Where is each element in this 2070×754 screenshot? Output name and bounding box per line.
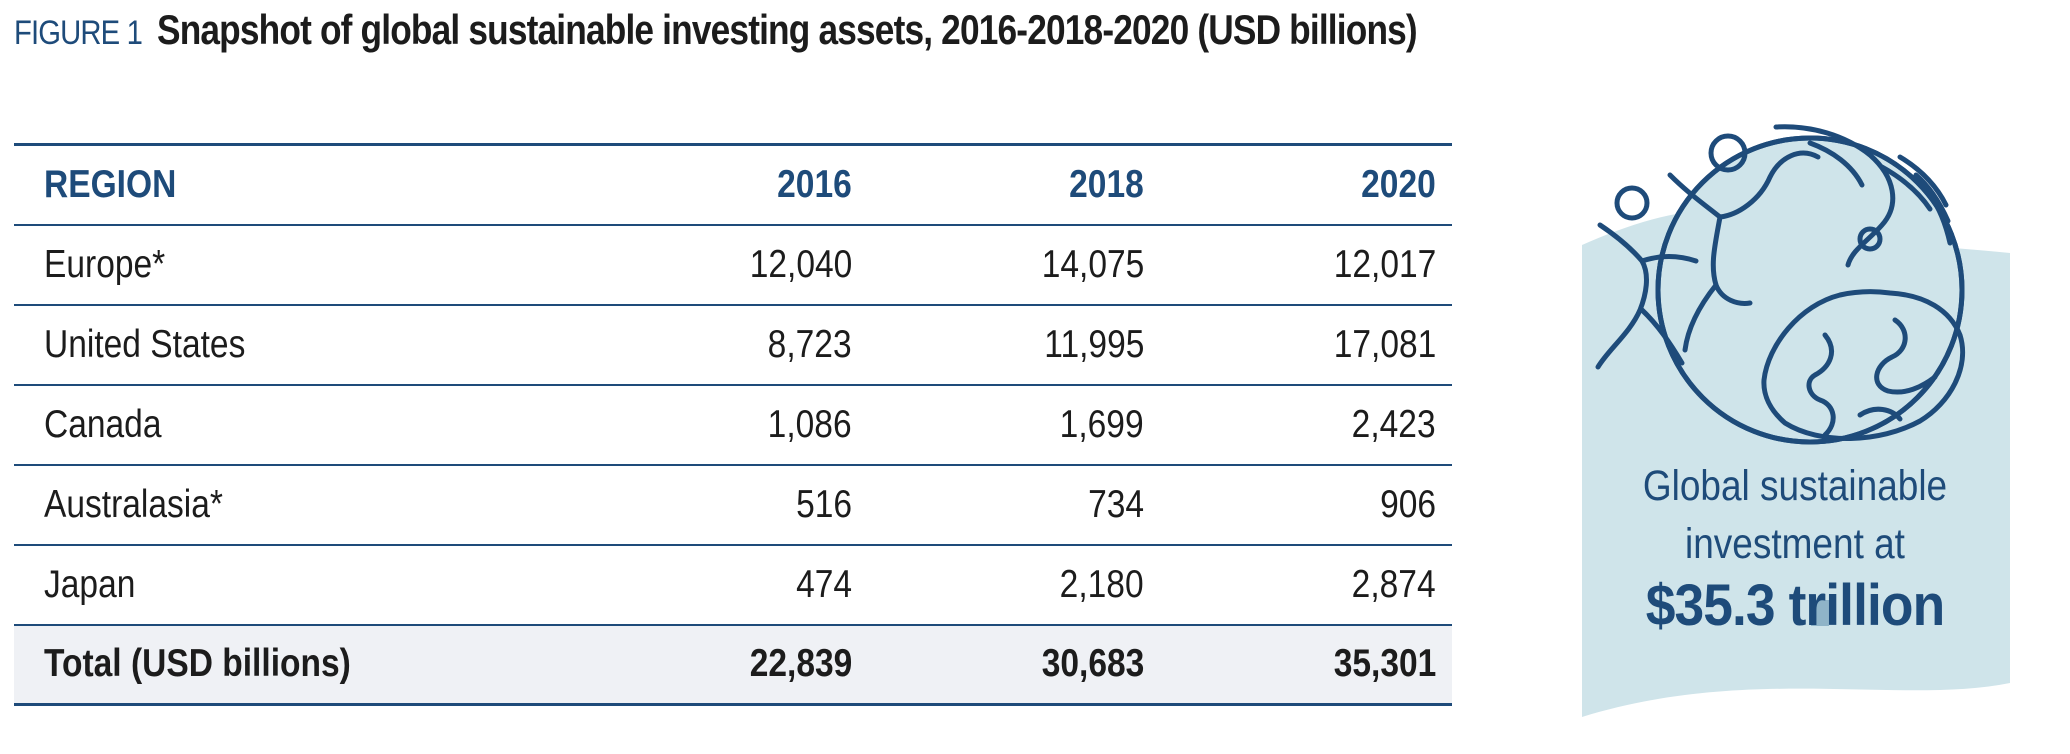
value-cell: 2,423 — [1160, 384, 1452, 466]
total-value-cell: 35,301 — [1160, 624, 1452, 706]
investment-callout: Global sustainable investment at $35.3 t… — [1570, 105, 2020, 725]
value-cell: 11,995 — [868, 304, 1160, 386]
callout-text: Global sustainable investment at $35.3 t… — [1570, 457, 2020, 639]
total-value-cell: 22,839 — [574, 624, 868, 706]
value-cell: 1,086 — [574, 384, 868, 466]
callout-line-2: investment at — [1685, 520, 1905, 568]
callout-graphic — [1582, 124, 2010, 717]
column-header-region: REGION — [14, 143, 574, 226]
value-cell: 12,017 — [1160, 224, 1452, 306]
table-row: Japan 474 2,180 2,874 — [14, 544, 1452, 626]
value-cell: 906 — [1160, 464, 1452, 546]
highlight-mark — [1811, 600, 1829, 626]
figure-title: Snapshot of global sustainable investing… — [156, 6, 1418, 53]
region-cell: Australasia* — [14, 464, 574, 546]
region-cell: United States — [14, 304, 574, 386]
figure-heading: FIGURE 1 Snapshot of global sustainable … — [14, 6, 1657, 66]
value-cell: 734 — [868, 464, 1160, 546]
value-cell: 8,723 — [574, 304, 868, 386]
total-label-cell: Total (USD billions) — [14, 624, 574, 706]
value-cell: 17,081 — [1160, 304, 1452, 386]
table-row: Europe* 12,040 14,075 12,017 — [14, 224, 1452, 306]
region-cell: Canada — [14, 384, 574, 466]
sustainable-assets-table: REGION 2016 2018 2020 Europe* 12,040 14,… — [14, 143, 1452, 706]
table-row: Australasia* 516 734 906 — [14, 464, 1452, 546]
table-row: United States 8,723 11,995 17,081 — [14, 304, 1452, 386]
region-cell: Europe* — [14, 224, 574, 306]
column-header-2016: 2016 — [574, 143, 868, 226]
people-and-globe-icon — [1595, 124, 1966, 445]
total-row: Total (USD billions) 22,839 30,683 35,30… — [14, 624, 1452, 706]
figure-label: FIGURE 1 — [14, 14, 143, 52]
total-value-cell: 30,683 — [868, 624, 1160, 706]
value-cell: 1,699 — [868, 384, 1160, 466]
column-header-2018: 2018 — [868, 143, 1160, 226]
value-cell: 14,075 — [868, 224, 1160, 306]
value-cell: 474 — [574, 544, 868, 626]
value-cell: 12,040 — [574, 224, 868, 306]
column-header-2020: 2020 — [1160, 143, 1452, 226]
value-cell: 2,874 — [1160, 544, 1452, 626]
table-row: Canada 1,086 1,699 2,423 — [14, 384, 1452, 466]
value-cell: 2,180 — [868, 544, 1160, 626]
region-cell: Japan — [14, 544, 574, 626]
callout-line-1: Global sustainable — [1642, 462, 1948, 510]
value-cell: 516 — [574, 464, 868, 546]
callout-amount: $35.3 trillion — [1645, 573, 1945, 638]
table-header-row: REGION 2016 2018 2020 — [14, 143, 1452, 226]
